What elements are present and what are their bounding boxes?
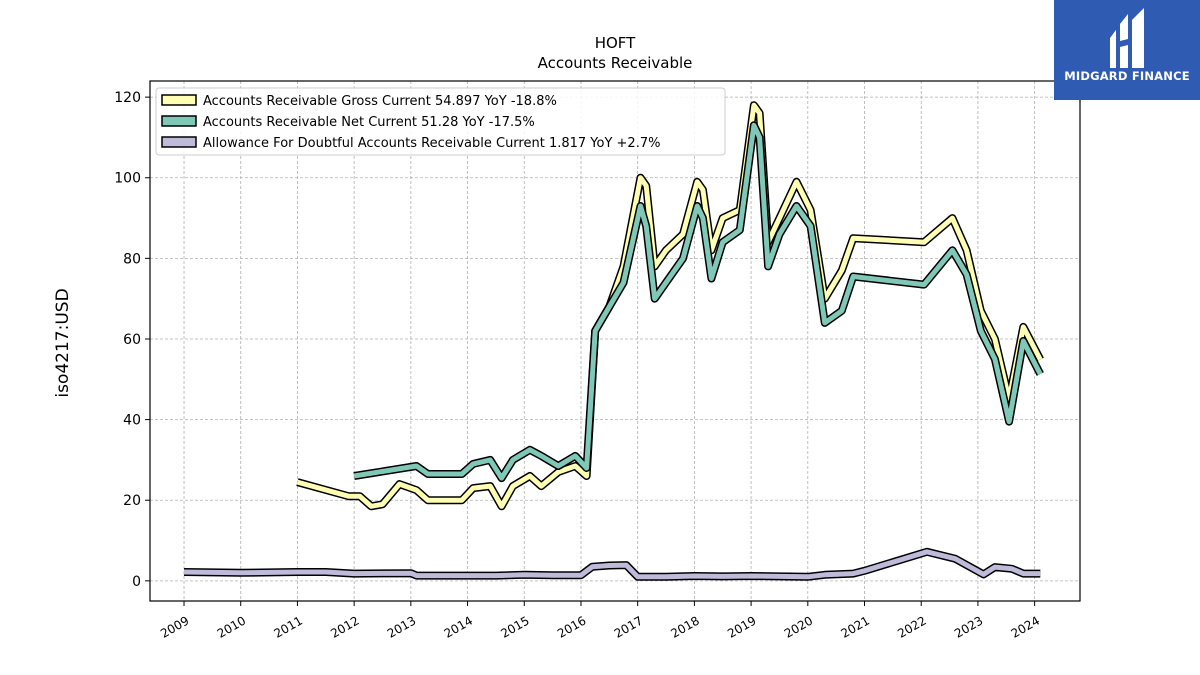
x-tick-label: 2020 — [782, 613, 815, 640]
y-axis-label: iso4217:USD — [53, 288, 73, 397]
series-line — [296, 102, 1043, 509]
legend-swatch — [161, 136, 197, 148]
legend-entry: Allowance For Doubtful Accounts Receivab… — [203, 136, 660, 151]
y-axis-ticks: 0 20 40 60 80 100 120 — [114, 90, 150, 590]
legend-box — [155, 87, 726, 156]
midgard-logo-icon — [1110, 8, 1144, 68]
x-tick-label: 2013 — [385, 613, 418, 640]
legend-entry: Accounts Receivable Gross Current 54.897… — [203, 94, 557, 109]
y-tick-label: 100 — [114, 171, 141, 187]
x-tick-label: 2017 — [612, 613, 645, 640]
series-line-outline — [296, 101, 1044, 511]
y-tick-label: 0 — [132, 574, 141, 590]
x-tick-label: 2014 — [442, 613, 475, 640]
x-tick-label: 2010 — [215, 613, 248, 640]
x-tick-label: 2011 — [271, 613, 304, 640]
x-tick-label: 2021 — [839, 613, 872, 640]
brand-logo: MIDGARD FINANCE — [1054, 0, 1200, 100]
x-tick-label: 2019 — [725, 613, 758, 640]
plot-frame — [149, 80, 1081, 602]
y-tick-label: 60 — [123, 332, 141, 348]
y-tick-label: 80 — [123, 251, 141, 267]
x-tick-label: 2012 — [328, 613, 361, 640]
x-tick-label: 2022 — [895, 613, 928, 640]
brand-name: MIDGARD FINANCE — [1064, 69, 1190, 83]
legend-swatch — [161, 115, 197, 127]
grid — [150, 81, 1080, 601]
x-axis-ticks: 2009 2010 2011 2012 2013 2014 2015 2016 2017 2018… — [158, 601, 1042, 641]
legend: Accounts Receivable Gross Current 54.897… — [155, 87, 726, 156]
chart-subtitle: Accounts Receivable — [538, 54, 693, 72]
series-2 — [183, 547, 1041, 581]
x-tick-label: 2009 — [158, 613, 191, 640]
x-tick-label: 2016 — [555, 613, 588, 640]
y-tick-label: 120 — [114, 90, 141, 106]
legend-entry: Accounts Receivable Net Current 51.28 Yo… — [203, 115, 535, 130]
series-0 — [296, 101, 1044, 511]
chart-title: HOFT — [595, 34, 636, 52]
series-line — [353, 122, 1043, 481]
x-tick-label: 2018 — [668, 613, 701, 640]
series-line — [183, 549, 1041, 580]
x-tick-label: 2023 — [952, 613, 985, 640]
x-tick-label: 2024 — [1009, 613, 1042, 640]
series-lines — [183, 101, 1044, 581]
y-tick-label: 40 — [123, 413, 141, 429]
legend-swatch — [161, 94, 197, 106]
y-tick-label: 20 — [123, 493, 141, 509]
series-1 — [353, 121, 1044, 483]
x-tick-label: 2015 — [498, 613, 531, 640]
